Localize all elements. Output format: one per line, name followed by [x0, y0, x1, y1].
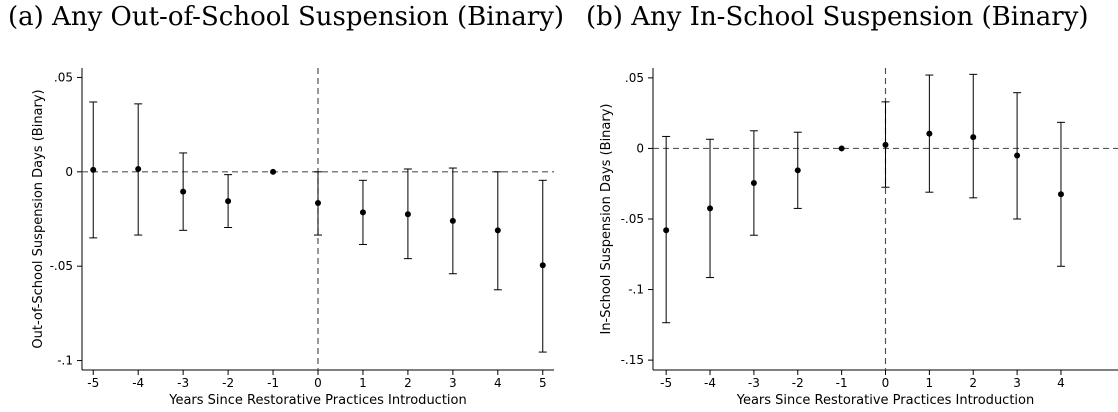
y-tick-label: 0 [636, 141, 644, 155]
x-tick-label: -3 [177, 376, 189, 390]
x-tick-label: 2 [404, 376, 412, 390]
y-axis-title: In-School Suspension Days (Binary) [599, 103, 614, 334]
point-estimate [707, 205, 714, 212]
point-estimate [449, 217, 456, 224]
x-tick-label: 5 [539, 376, 547, 390]
panel-b-title: (b) Any In-School Suspension (Binary) [586, 2, 1089, 32]
x-tick-label: 4 [1057, 376, 1065, 390]
x-tick-label: -2 [792, 376, 804, 390]
x-tick-label: -1 [836, 376, 848, 390]
point-estimate [539, 262, 546, 269]
point-estimate [270, 168, 277, 175]
panel-a-plot: .05 0 -.05 -.1 -5 -4 -3 -2 -1 0 1 2 3 4 5 Years Since R… [31, 68, 554, 408]
point-estimate [315, 199, 321, 206]
x-tick-label: -4 [704, 376, 716, 390]
point-estimate [404, 211, 411, 218]
x-tick-label: 0 [882, 376, 890, 390]
point-estimate [90, 166, 97, 173]
y-tick-label: 0 [65, 165, 73, 179]
y-tick-label: .05 [54, 70, 73, 84]
x-tick-label: 1 [359, 376, 367, 390]
y-tick-label: -.1 [57, 354, 73, 368]
x-tick-label: -5 [87, 376, 99, 390]
point-estimate [225, 198, 232, 205]
point-estimate [926, 130, 933, 137]
point-estimate [1014, 152, 1021, 159]
x-tick-label: 4 [494, 376, 502, 390]
y-axis-title: Out-of-School Suspension Days (Binary) [31, 89, 46, 348]
x-axis-title: Years Since Restorative Practices Introd… [168, 393, 466, 408]
y-tick-label: -.05 [50, 259, 73, 273]
panel-b-plot: .05 0 -.05 -.1 -.15 -5 -4 -3 -2 -1 0 1 2 3 4 Years Sinc… [599, 68, 1118, 408]
point-estimate [1057, 191, 1064, 198]
y-tick-label: .05 [625, 71, 644, 85]
x-tick-label: 2 [969, 376, 977, 390]
point-estimate [750, 180, 757, 187]
point-estimate [359, 209, 366, 216]
x-axis-title: Years Since Restorative Practices Introd… [736, 393, 1034, 408]
point-estimate [135, 165, 142, 172]
point-estimate [180, 188, 187, 195]
x-tick-label: 0 [314, 376, 322, 390]
point-estimate [882, 141, 889, 148]
x-tick-label: -2 [222, 376, 234, 390]
point-estimate [838, 145, 845, 152]
y-tick-label: -.15 [621, 353, 644, 367]
x-tick-label: -1 [267, 376, 279, 390]
point-estimate [494, 227, 501, 234]
y-tick-label: -.1 [628, 283, 644, 297]
x-tick-label: -4 [132, 376, 144, 390]
point-estimate [794, 167, 801, 174]
x-tick-label: -5 [660, 376, 672, 390]
point-estimate [970, 134, 977, 141]
x-tick-label: 1 [926, 376, 934, 390]
point-estimate [663, 227, 670, 234]
y-tick-label: -.05 [621, 212, 644, 226]
x-tick-label: 3 [1013, 376, 1021, 390]
x-tick-label: -3 [748, 376, 760, 390]
x-tick-label: 3 [449, 376, 457, 390]
panel-a-title: (a) Any Out-of-School Suspension (Binary… [8, 2, 565, 32]
